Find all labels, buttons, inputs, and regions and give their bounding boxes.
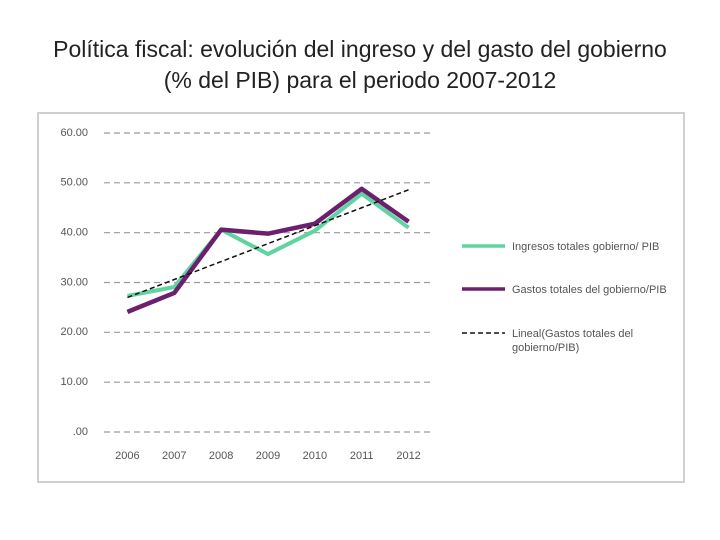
y-tick-label: 30.00 (60, 276, 88, 288)
y-tick-label: .00 (73, 426, 88, 438)
y-tick-label: 20.00 (60, 326, 88, 338)
x-tick-label: 2007 (162, 450, 186, 462)
x-tick-label: 2006 (115, 450, 139, 462)
x-tick-label: 2011 (350, 450, 374, 462)
series-line (127, 191, 410, 298)
legend-label: Gastos totales del gobierno/PIB (512, 284, 667, 296)
x-tick-label: 2010 (303, 450, 327, 462)
legend-label: Lineal(Gastos totales del gobierno/PIB) (512, 328, 634, 354)
x-tick-label: 2009 (256, 450, 280, 462)
y-tick-label: 40.00 (60, 227, 88, 239)
y-tick-label: 10.00 (60, 376, 88, 388)
y-tick-label: 50.00 (60, 177, 88, 189)
y-tick-label: 60.00 (60, 127, 88, 139)
legend-label: Ingresos totales gobierno/ PIB (512, 241, 660, 253)
x-tick-label: 2008 (209, 450, 233, 462)
chart-title: Política fiscal: evolución del ingreso y… (53, 36, 667, 93)
series-line (126, 186, 410, 314)
x-tick-label: 2012 (396, 450, 420, 462)
chart-frame (37, 112, 685, 483)
series-line (127, 189, 409, 299)
